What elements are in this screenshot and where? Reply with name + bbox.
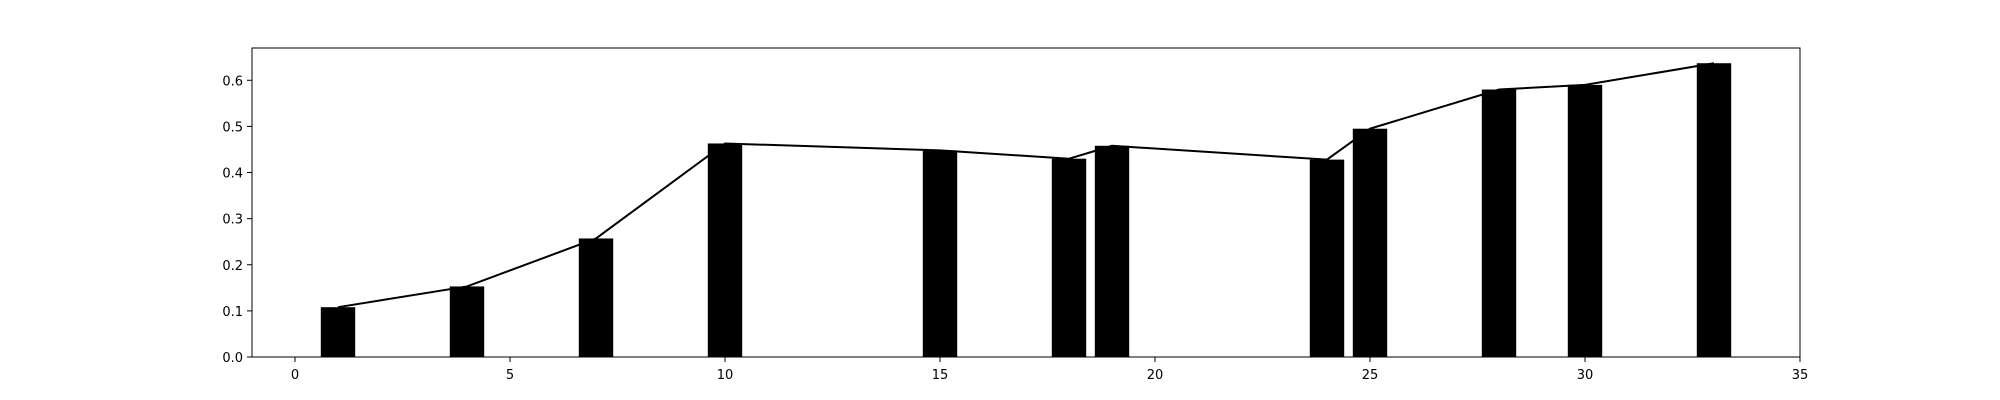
bar [1309, 159, 1345, 357]
bar [1567, 84, 1603, 358]
bar [1481, 89, 1517, 358]
bar [1696, 63, 1732, 358]
x-tick-label: 0 [291, 368, 299, 383]
bar [449, 286, 485, 357]
x-tick-label: 10 [717, 368, 734, 383]
bar [707, 143, 743, 357]
bar [922, 150, 958, 357]
y-tick-label: 0.2 [222, 259, 243, 274]
plot-frame [251, 47, 1801, 358]
bars-layer [320, 63, 1732, 358]
x-tick-label: 25 [1362, 368, 1379, 383]
line-layer [337, 62, 1715, 309]
x-tick-label: 30 [1577, 368, 1594, 383]
y-tick-label: 0.3 [222, 213, 243, 228]
bar [578, 238, 614, 357]
y-tick-label: 0.1 [222, 305, 243, 320]
x-tick-label: 15 [932, 368, 949, 383]
bar [1352, 128, 1388, 357]
bar [320, 307, 356, 357]
bar [1051, 158, 1087, 357]
axes-layer: 0 5 10 15 20 25 30 35 0.0 0.1 0.2 0.3 0.4 0.5 0.6 [222, 47, 1809, 383]
x-tick-label: 5 [506, 368, 514, 383]
y-tick-label: 0.4 [222, 167, 243, 182]
bar [1094, 145, 1130, 357]
y-tick-label: 0.0 [222, 351, 243, 366]
y-tick-label: 0.6 [222, 74, 243, 89]
x-tick-label: 20 [1147, 368, 1164, 383]
y-tick-label: 0.5 [222, 120, 243, 135]
x-tick-label: 35 [1792, 368, 1809, 383]
trend-line [337, 62, 1715, 309]
